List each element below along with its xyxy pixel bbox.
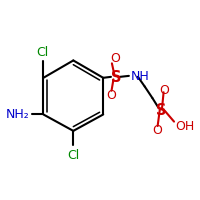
Text: O: O xyxy=(106,89,116,102)
Text: O: O xyxy=(110,52,120,65)
Text: Cl: Cl xyxy=(67,149,79,162)
Text: O: O xyxy=(152,124,162,137)
Text: O: O xyxy=(159,84,169,97)
Text: NH: NH xyxy=(131,70,150,83)
Text: Cl: Cl xyxy=(36,46,49,59)
Text: S: S xyxy=(111,70,121,85)
Text: S: S xyxy=(156,103,166,118)
Text: NH₂: NH₂ xyxy=(6,108,30,121)
Text: OH: OH xyxy=(176,120,195,133)
